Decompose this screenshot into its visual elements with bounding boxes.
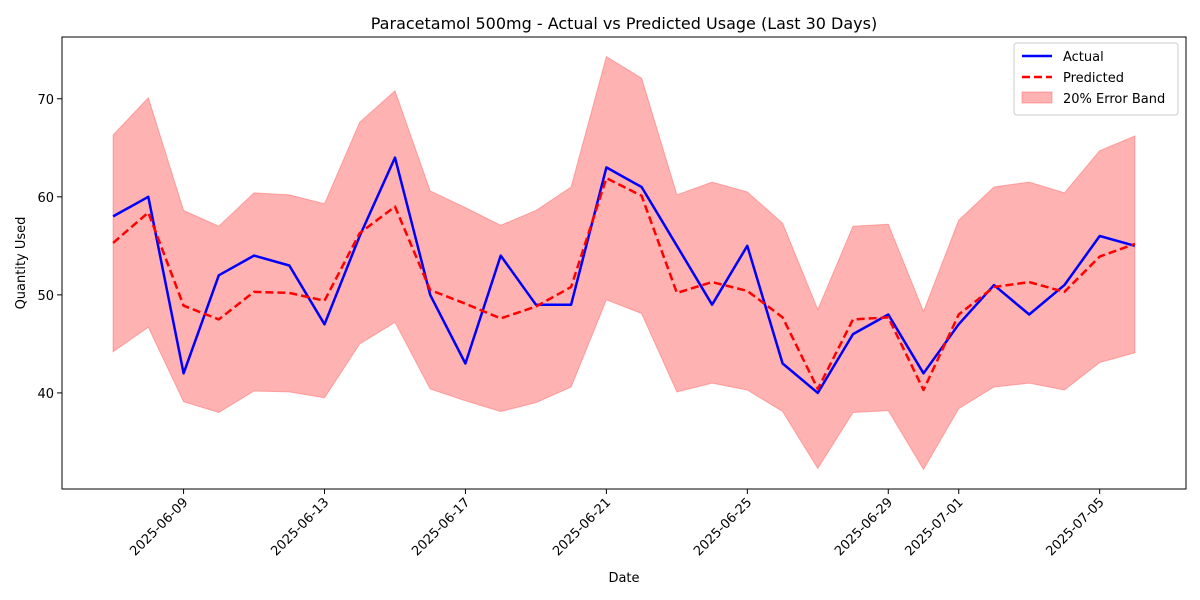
y-tick-label: 70 xyxy=(37,93,54,108)
y-tick-label: 60 xyxy=(37,191,54,206)
plot-frame xyxy=(61,36,1187,490)
x-tick-label: 2025-07-05 xyxy=(1043,495,1107,559)
legend-predicted-label: Predicted xyxy=(1063,71,1124,86)
x-tick-label: 2025-06-29 xyxy=(832,495,896,559)
series-layer xyxy=(112,156,1136,395)
x-tick-label: 2025-06-21 xyxy=(550,495,614,559)
x-tick-label: 2025-06-25 xyxy=(691,495,755,559)
legend-band-label: 20% Error Band xyxy=(1063,92,1165,107)
legend-band-swatch xyxy=(1021,91,1053,104)
legend-box xyxy=(1013,42,1179,116)
x-tick-label: 2025-06-09 xyxy=(127,495,191,559)
y-axis-ticks: 40 50 60 70 xyxy=(37,93,62,402)
chart-title: Paracetamol 500mg - Actual vs Predicted … xyxy=(371,14,877,33)
x-axis-ticks: 2025-06-09 2025-06-13 2025-06-17 2025-06-21… xyxy=(127,489,1108,559)
x-axis-label: Date xyxy=(608,571,639,586)
legend: Actual Predicted 20% Error Band xyxy=(1013,42,1179,116)
series-line-predicted xyxy=(112,176,1136,392)
series-line-actual xyxy=(112,156,1136,395)
x-tick-label: 2025-07-01 xyxy=(903,495,967,559)
x-tick-label: 2025-06-17 xyxy=(409,495,473,559)
x-tick-label: 2025-06-13 xyxy=(268,495,332,559)
plot-area xyxy=(112,55,1136,471)
y-tick-label: 50 xyxy=(37,289,54,304)
y-tick-label: 40 xyxy=(37,387,54,402)
error-band-area xyxy=(112,55,1136,471)
y-axis-label: Quantity Used xyxy=(14,217,29,310)
legend-actual-label: Actual xyxy=(1063,50,1104,65)
